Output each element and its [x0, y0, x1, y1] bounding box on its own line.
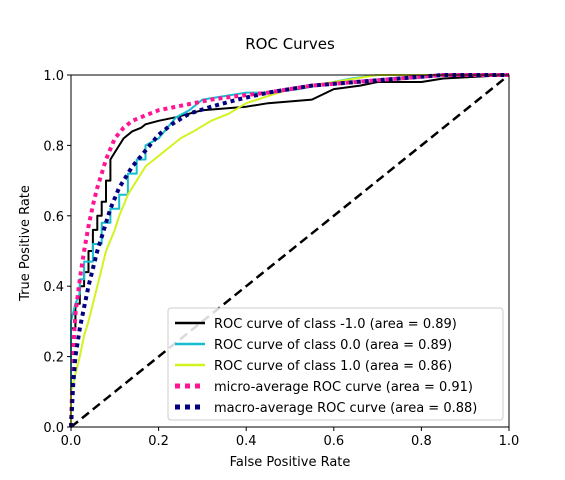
x-tick-label: 0.4: [236, 434, 257, 449]
y-tick-label: 0.8: [43, 139, 64, 154]
legend-label-4: macro-average ROC curve (area = 0.88): [214, 401, 477, 416]
chance-diagonal-line: [70, 74, 510, 428]
y-tick-label: 0.6: [43, 210, 64, 225]
legend-label-3: micro-average ROC curve (area = 0.91): [214, 380, 473, 395]
y-tick-label: 1.0: [43, 69, 64, 84]
plot-frame: [70, 74, 510, 428]
legend-label-0: ROC curve of class -1.0 (area = 0.89): [214, 317, 457, 332]
series-line-0: [70, 74, 510, 427]
legend-box: [167, 307, 504, 421]
x-tick-label: 0.2: [148, 434, 169, 449]
series-line-1: [70, 74, 509, 427]
y-tick-label: 0.4: [43, 280, 64, 295]
y-tick-label: 0.2: [43, 351, 64, 366]
series-line-3: [69, 73, 509, 428]
x-tick-label: 0.0: [61, 434, 82, 449]
y-tick-label: 0.0: [43, 421, 64, 436]
legend: ROC curve of class -1.0 (area = 0.89) ROC…: [167, 307, 504, 421]
x-tick-label: 0.8: [411, 434, 432, 449]
y-axis-label: True Positive Rate: [18, 185, 33, 302]
series-line-4: [69, 73, 509, 428]
axes: 0.0 0.2 0.4 0.6 0.8 1.0 0.0 0.2 0.4 0.6 0.8 1.0: [43, 69, 519, 449]
chart-title: ROC Curves: [245, 35, 335, 53]
x-axis-label: False Positive Rate: [230, 455, 351, 470]
legend-label-2: ROC curve of class 1.0 (area = 0.86): [214, 359, 452, 374]
legend-label-1: ROC curve of class 0.0 (area = 0.89): [214, 338, 452, 353]
x-tick-label: 1.0: [499, 434, 520, 449]
x-tick-label: 0.6: [323, 434, 344, 449]
plot-area: [69, 73, 510, 428]
